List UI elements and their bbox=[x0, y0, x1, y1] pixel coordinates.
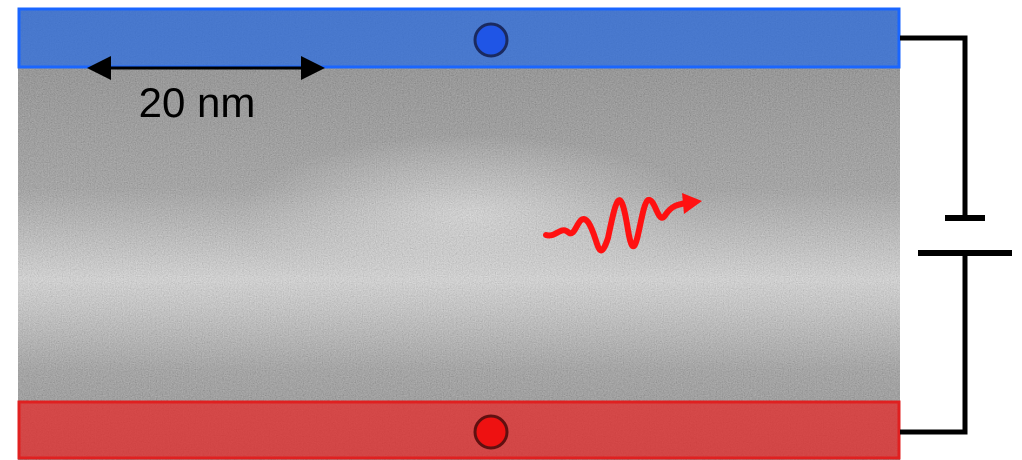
diagram: 20 nm bbox=[0, 0, 1022, 460]
page: {"scale_bar": {"label": "20 nm"}} bbox=[0, 0, 1022, 460]
bottom-electrode bbox=[19, 402, 899, 458]
scale-label: 20 nm bbox=[139, 79, 256, 126]
micrograph bbox=[18, 8, 900, 460]
circuit bbox=[900, 38, 1012, 432]
top-electrode bbox=[19, 9, 899, 67]
